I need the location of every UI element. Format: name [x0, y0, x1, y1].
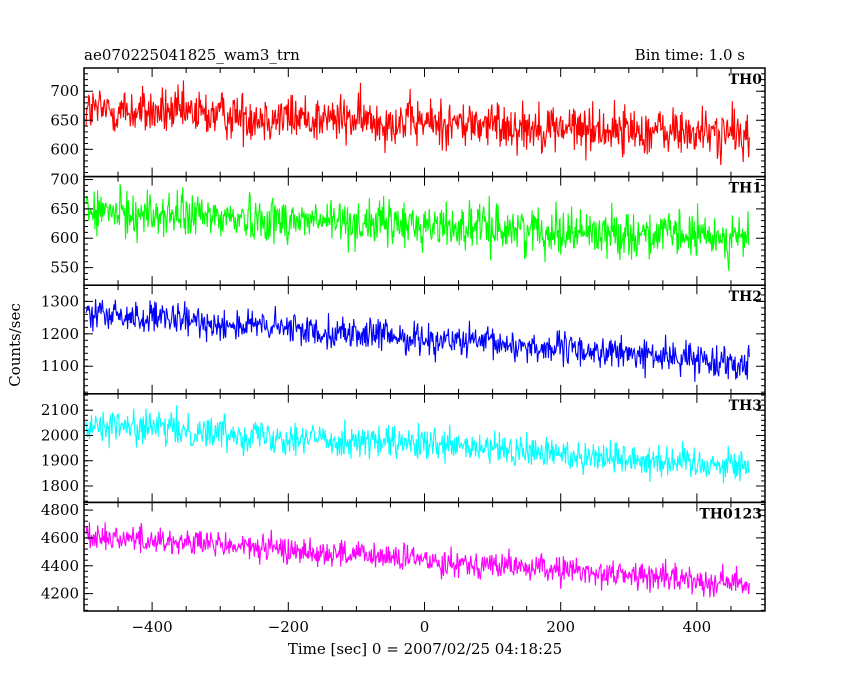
y-tick-label: 550	[50, 259, 79, 277]
x-tick-label: 200	[546, 618, 575, 636]
y-tick-label: 1900	[41, 452, 79, 470]
panel-label-th3: TH3	[729, 398, 762, 414]
panel-label-th2: TH2	[729, 289, 762, 305]
chart-title: ae070225041825_wam3_trn	[84, 46, 300, 64]
panel-label-th1: TH1	[729, 181, 762, 197]
y-tick-label: 4800	[41, 501, 79, 519]
series-line-th3	[85, 405, 750, 484]
y-tick-label: 1100	[41, 357, 79, 375]
panel-frame	[83, 284, 766, 395]
series-line-th1	[85, 184, 750, 272]
y-tick-label: 1800	[41, 477, 79, 495]
y-tick-label: 650	[50, 111, 79, 129]
y-tick-label: 2000	[41, 426, 79, 444]
y-tick-label: 1300	[41, 292, 79, 310]
y-tick-label: 600	[50, 229, 79, 247]
panel-th2: TH2 1100 1200 1300	[41, 284, 766, 395]
panel-th0: TH0 600 650 700	[50, 67, 766, 178]
panel-label-th0: TH0	[729, 72, 763, 88]
y-tick-label: 2100	[41, 401, 79, 419]
y-tick-label: 650	[50, 200, 79, 218]
y-tick-label: 4200	[41, 585, 79, 603]
panel-th1: TH1 550 600 650 700	[50, 171, 766, 286]
panel-th0123: TH0123 4200 4400 4600 4800	[41, 501, 766, 612]
y-axis-label: Counts/sec	[6, 303, 24, 387]
y-tick-label: 4600	[41, 529, 79, 547]
series-line-th2	[85, 299, 750, 382]
x-tick-label: −200	[268, 618, 309, 636]
x-axis-label: Time [sec] 0 = 2007/02/25 04:18:25	[288, 640, 562, 658]
panel-th3: TH3 1800 1900 2000 2100	[41, 393, 766, 504]
y-tick-label: 700	[50, 82, 79, 100]
series-line-th0123	[85, 522, 750, 598]
bin-time-label: Bin time: 1.0 s	[635, 46, 745, 64]
x-tick-label: −400	[131, 618, 172, 636]
y-tick-label: 700	[50, 171, 79, 189]
series-line-th0	[85, 80, 750, 166]
panel-frame	[83, 393, 766, 504]
y-tick-label: 1200	[41, 325, 79, 343]
x-tick-label: 0	[420, 618, 430, 636]
panel-label-th0123: TH0123	[699, 506, 762, 522]
y-tick-label: 600	[50, 140, 79, 158]
x-tick-label: 400	[683, 618, 712, 636]
y-tick-label: 4400	[41, 557, 79, 575]
